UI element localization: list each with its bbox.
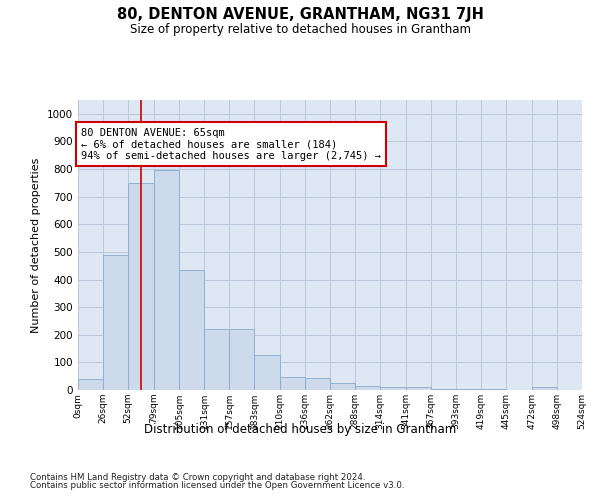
Bar: [280, 376, 305, 390]
Text: Contains HM Land Registry data © Crown copyright and database right 2024.: Contains HM Land Registry data © Crown c…: [30, 472, 365, 482]
Y-axis label: Number of detached properties: Number of detached properties: [31, 158, 41, 332]
Bar: [330, 383, 355, 390]
Bar: [380, 387, 406, 390]
Bar: [456, 388, 481, 390]
Bar: [154, 170, 179, 390]
Bar: [128, 183, 154, 390]
Bar: [406, 387, 431, 390]
Bar: [254, 356, 280, 390]
Text: 80 DENTON AVENUE: 65sqm
← 6% of detached houses are smaller (184)
94% of semi-de: 80 DENTON AVENUE: 65sqm ← 6% of detached…: [81, 128, 381, 161]
Text: Distribution of detached houses by size in Grantham: Distribution of detached houses by size …: [144, 422, 456, 436]
Text: Contains public sector information licensed under the Open Government Licence v3: Contains public sector information licen…: [30, 481, 404, 490]
Text: Size of property relative to detached houses in Grantham: Size of property relative to detached ho…: [130, 22, 470, 36]
Bar: [229, 329, 254, 390]
Bar: [179, 270, 204, 390]
Bar: [532, 387, 557, 390]
Bar: [78, 379, 103, 390]
Bar: [103, 254, 128, 390]
Bar: [355, 386, 380, 390]
Bar: [305, 378, 330, 390]
Text: 80, DENTON AVENUE, GRANTHAM, NG31 7JH: 80, DENTON AVENUE, GRANTHAM, NG31 7JH: [116, 8, 484, 22]
Bar: [204, 329, 229, 390]
